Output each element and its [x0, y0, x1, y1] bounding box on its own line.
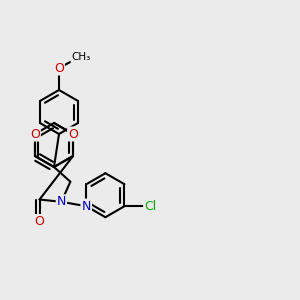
Text: O: O — [30, 128, 40, 140]
Text: O: O — [54, 61, 64, 74]
Text: O: O — [68, 128, 78, 140]
Text: CH₃: CH₃ — [71, 52, 91, 62]
Text: O: O — [34, 215, 44, 228]
Text: N: N — [82, 200, 91, 213]
Text: N: N — [57, 195, 66, 208]
Text: Cl: Cl — [144, 200, 156, 213]
Text: N: N — [82, 200, 91, 213]
